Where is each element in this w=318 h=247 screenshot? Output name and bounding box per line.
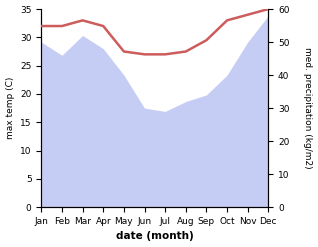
Y-axis label: max temp (C): max temp (C) xyxy=(5,77,15,139)
X-axis label: date (month): date (month) xyxy=(116,231,194,242)
Y-axis label: med. precipitation (kg/m2): med. precipitation (kg/m2) xyxy=(303,47,313,169)
